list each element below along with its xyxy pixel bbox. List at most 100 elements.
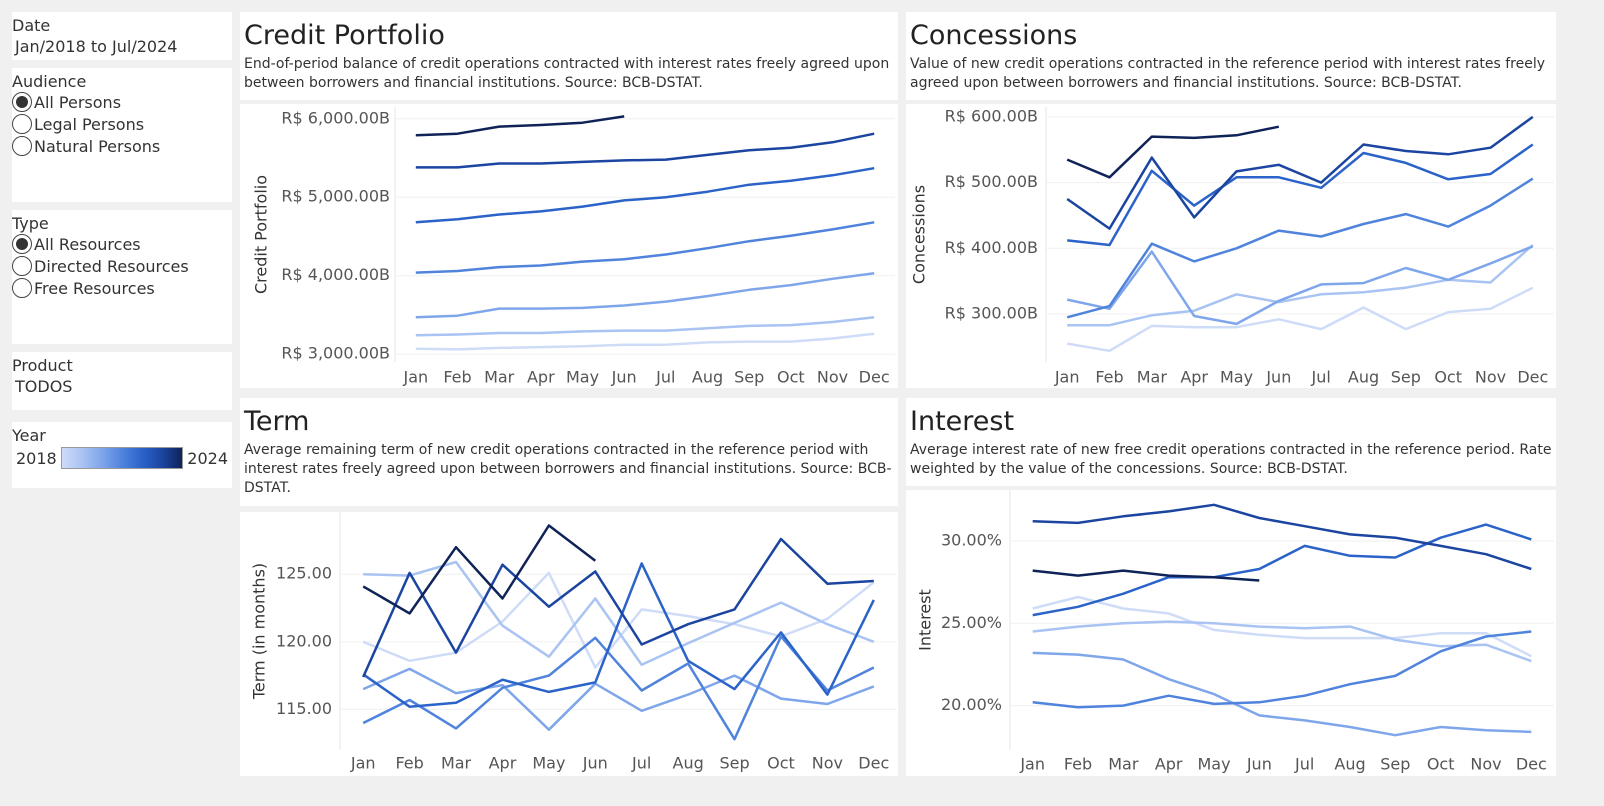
series-line — [415, 272, 875, 319]
chart-subtitle: Average interest rate of new free credit… — [910, 442, 1552, 477]
option-label[interactable]: Free Resources — [34, 278, 155, 298]
x-tick-label: Jun — [1246, 755, 1272, 774]
filter-value[interactable]: Jan/2018 to Jul/2024 — [15, 37, 178, 56]
filter-label: Type — [12, 214, 49, 233]
series-line — [362, 667, 875, 731]
series-line — [1032, 523, 1532, 617]
filter-value[interactable]: TODOS — [15, 377, 73, 396]
x-tick-label: Aug — [1348, 368, 1379, 387]
chart: R$ 300.00B R$ 400.00B R$ 500.00B R$ 600.00B… — [910, 106, 1554, 387]
x-tick-label: Aug — [1334, 755, 1365, 774]
series-line — [1032, 620, 1532, 663]
y-tick-label: R$ 600.00B — [945, 106, 1038, 125]
option-label[interactable]: All Persons — [34, 92, 122, 112]
x-tick-label: Jul — [1294, 755, 1314, 774]
x-tick-label: Mar — [484, 368, 515, 387]
x-tick-label: Dec — [858, 754, 889, 773]
radio-button[interactable] — [12, 256, 32, 276]
radio-option[interactable]: Natural Persons — [12, 135, 232, 157]
x-tick-label: Feb — [395, 754, 423, 773]
series-line — [1066, 115, 1534, 230]
radio-option[interactable]: Free Resources — [12, 277, 232, 299]
filter-label: Audience — [12, 72, 87, 91]
year-min: 2018 — [16, 448, 57, 468]
series-line — [362, 524, 597, 615]
radio-button[interactable] — [12, 278, 32, 298]
series-line — [362, 537, 874, 678]
x-tick-label: Apr — [1180, 368, 1208, 387]
chart: 115.00 120.00 125.00 Jan Feb Mar Apr May Jun Jul A… — [250, 512, 897, 773]
option-label[interactable]: All Resources — [34, 234, 141, 254]
y-tick-label: R$ 300.00B — [945, 304, 1038, 323]
chart-header: Term Average remaining term of new credit… — [240, 398, 898, 506]
series-line — [363, 560, 875, 667]
x-tick-label: Nov — [817, 368, 848, 387]
option-label[interactable]: Natural Persons — [34, 136, 161, 156]
radio-option[interactable]: All Persons — [12, 91, 232, 113]
product-filter: Product TODOS — [12, 352, 232, 410]
y-tick-label: R$ 400.00B — [945, 238, 1038, 257]
y-axis-title: Concessions — [910, 185, 929, 284]
chart-title: Term — [244, 406, 310, 437]
x-tick-label: May — [1197, 755, 1230, 774]
y-tick-label: R$ 500.00B — [945, 172, 1038, 191]
x-tick-label: Nov — [1470, 755, 1501, 774]
y-tick-label: R$ 6,000.00B — [281, 108, 390, 127]
series-line — [415, 115, 625, 137]
series-line — [1032, 651, 1532, 737]
year-scale: 2018 2024 — [12, 445, 232, 469]
audience-filter: Audience All Persons Legal Persons Natural… — [12, 68, 232, 202]
series-line — [1032, 630, 1532, 709]
radio-option[interactable]: Legal Persons — [12, 113, 232, 135]
radio-button[interactable] — [12, 136, 32, 156]
chart-header: Credit Portfolio End-of-period balance of… — [240, 12, 898, 100]
x-tick-label: Feb — [1064, 755, 1092, 774]
chart-panel: R$ 300.00B R$ 400.00B R$ 500.00B R$ 600.00B… — [906, 104, 1556, 388]
chart-panel: 115.00 120.00 125.00 Jan Feb Mar Apr May Jun Jul A… — [240, 512, 898, 776]
series-line — [415, 166, 875, 224]
radio-button[interactable] — [12, 234, 32, 254]
chart-header: Interest Average interest rate of new fre… — [906, 398, 1556, 486]
y-axis-title: Term (in months) — [250, 563, 269, 700]
x-tick-label: Dec — [1516, 755, 1547, 774]
radio-option[interactable]: Directed Resources — [12, 255, 232, 277]
x-tick-label: Sep — [719, 754, 749, 773]
radio-option[interactable]: All Resources — [12, 233, 232, 255]
radio-button[interactable] — [12, 114, 32, 134]
x-tick-label: Jun — [611, 368, 637, 387]
date-filter: Date Jan/2018 to Jul/2024 — [12, 12, 232, 60]
x-tick-label: Oct — [767, 754, 795, 773]
x-tick-label: Sep — [1391, 368, 1421, 387]
y-tick-label: 120.00 — [276, 631, 332, 650]
x-tick-label: Oct — [1427, 755, 1455, 774]
option-label[interactable]: Legal Persons — [34, 114, 145, 134]
y-tick-label: 125.00 — [276, 564, 332, 583]
year-max: 2024 — [187, 448, 228, 468]
series-line — [415, 332, 875, 351]
chart-panel: R$ 3,000.00B R$ 4,000.00B R$ 5,000.00B R$ 6… — [240, 104, 898, 388]
series-line — [415, 132, 875, 169]
year-legend: Year 2018 2024 — [12, 422, 232, 488]
chart-subtitle: End-of-period balance of credit operatio… — [244, 56, 890, 91]
chart: R$ 3,000.00B R$ 4,000.00B R$ 5,000.00B R$ 6… — [252, 107, 895, 387]
type-filter: Type All Resources Directed Resources Free… — [12, 210, 232, 344]
x-tick-label: Sep — [734, 368, 764, 387]
filter-label: Product — [12, 356, 73, 375]
series-line — [362, 571, 875, 669]
radio-button[interactable] — [12, 92, 32, 112]
series-line — [362, 635, 875, 741]
series-line — [1066, 286, 1534, 353]
series-line — [1067, 244, 1534, 327]
x-tick-label: Nov — [1475, 368, 1506, 387]
x-tick-label: Dec — [1517, 368, 1548, 387]
option-label[interactable]: Directed Resources — [34, 256, 189, 276]
x-tick-label: Jan — [1019, 755, 1045, 774]
series-line — [1066, 245, 1534, 326]
y-tick-label: 30.00% — [941, 531, 1002, 550]
x-tick-label: Nov — [812, 754, 843, 773]
chart-header: Concessions Value of new credit operation… — [906, 12, 1556, 100]
year-gradient — [60, 447, 184, 469]
x-tick-label: Mar — [441, 754, 472, 773]
series-line — [1032, 569, 1260, 582]
